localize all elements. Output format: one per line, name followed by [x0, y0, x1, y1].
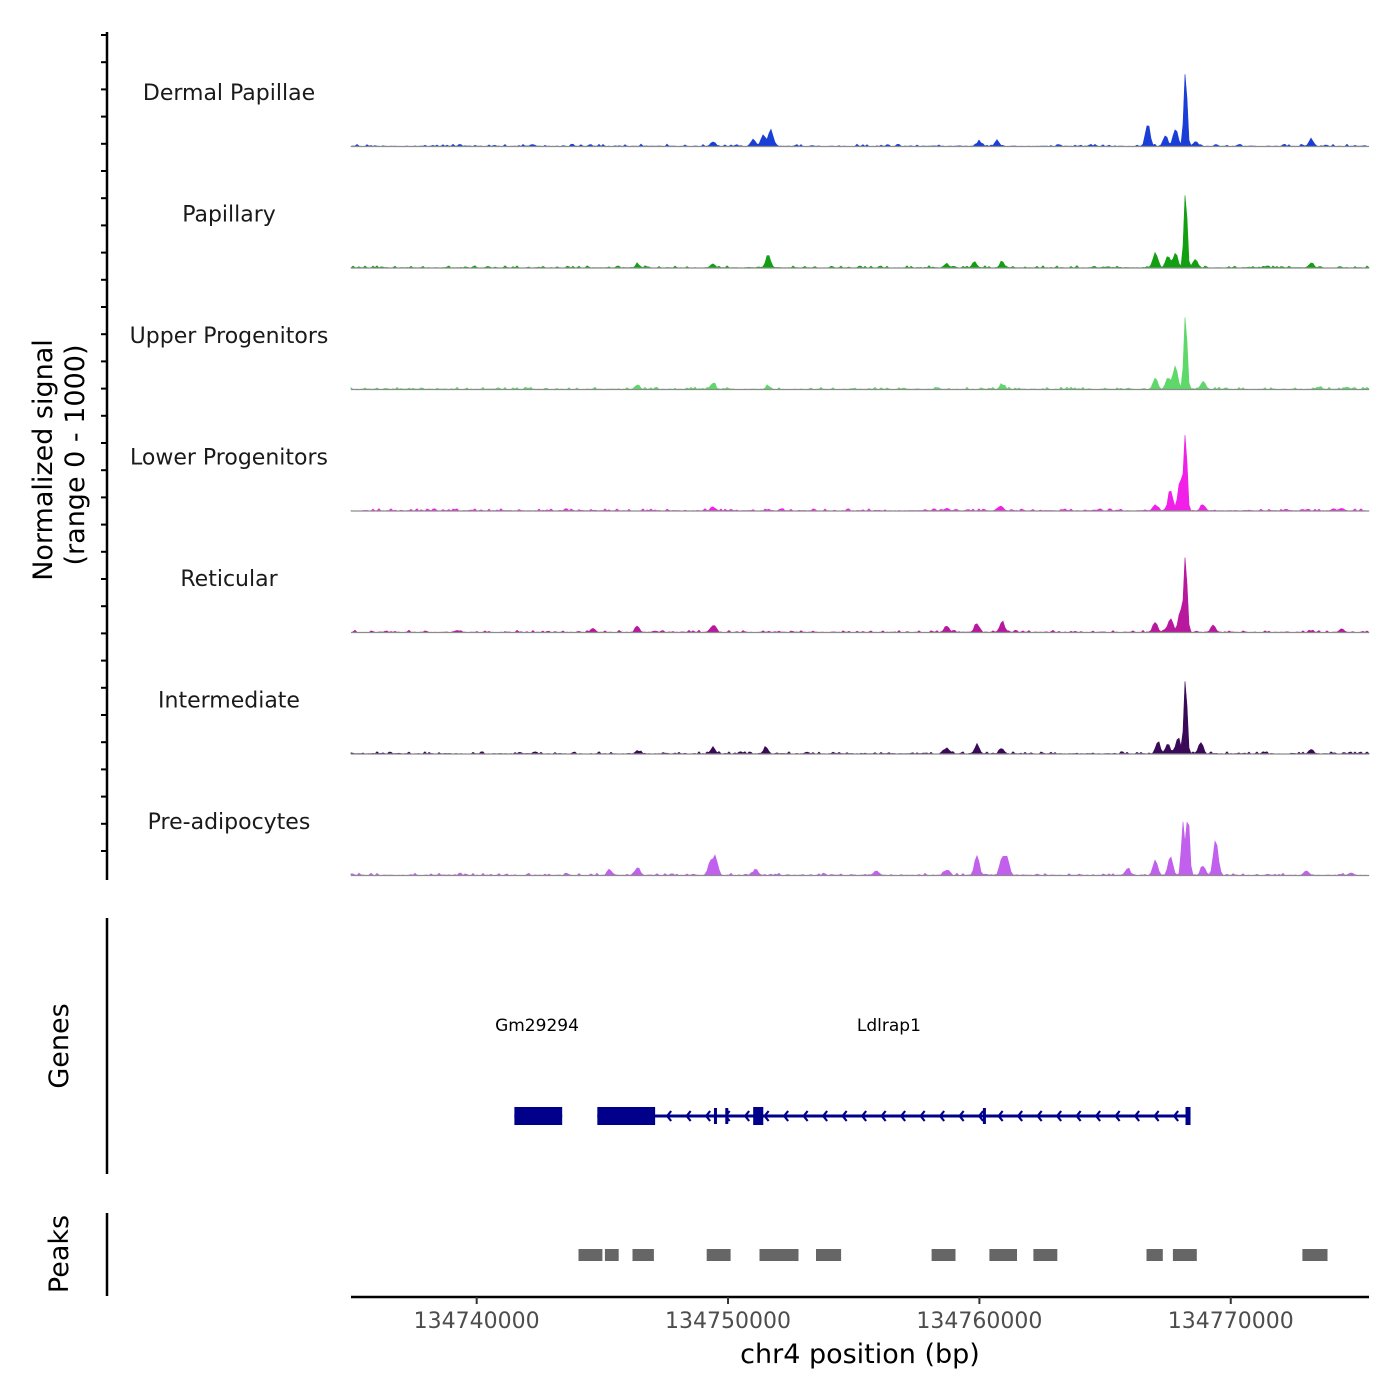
peak-region: [706, 1249, 731, 1261]
gene-exon: [753, 1107, 764, 1125]
strand-arrow: [1075, 1110, 1082, 1122]
x-ticks: 134740000 134750000 134760000 134770000: [414, 1297, 1294, 1334]
strand-arrow: [860, 1110, 868, 1122]
strand-arrow: [977, 1110, 985, 1122]
genes-axis-title: Genes: [44, 1003, 75, 1088]
strand-arrow: [763, 1110, 770, 1122]
strand-arrow: [1133, 1110, 1140, 1122]
strand-arrow: [938, 1110, 946, 1122]
strand-arrow: [665, 1110, 673, 1122]
peak-region: [578, 1249, 603, 1261]
peak-region: [604, 1249, 619, 1261]
gene-exon: [1185, 1107, 1191, 1125]
strand-arrow: [880, 1110, 887, 1122]
signal-area: [350, 681, 1370, 755]
y-axis-title-line1: Normalized signal: [28, 339, 59, 581]
left-axes: [101, 32, 109, 1296]
strand-arrow: [841, 1110, 848, 1122]
gene-gm29294: Gm29294: [495, 1016, 579, 1125]
strand-arrow: [997, 1110, 1004, 1122]
strand-arrow: [782, 1110, 790, 1122]
signal-area: [350, 821, 1370, 876]
gene-exon: [713, 1108, 717, 1124]
signal-y-ticks: [101, 34, 107, 852]
track-label: Reticular: [180, 567, 278, 592]
gene-label: Gm29294: [495, 1016, 579, 1036]
track-papillary: Papillary: [182, 195, 1370, 269]
strand-arrow: [958, 1110, 965, 1122]
x-axis: 134740000 134750000 134760000 134770000: [351, 1295, 1369, 1334]
peaks-track: [578, 1249, 1328, 1261]
signal-area: [350, 557, 1370, 633]
strand-arrow: [1114, 1110, 1121, 1122]
signal-area: [350, 74, 1370, 147]
peak-region: [1302, 1249, 1328, 1261]
track-pre-adipocytes: Pre-adipocytes: [148, 810, 1370, 877]
strand-arrow: [685, 1110, 692, 1122]
strand-arrow: [1016, 1110, 1023, 1122]
x-tick-label: 134750000: [665, 1309, 791, 1334]
track-label: Pre-adipocytes: [148, 810, 311, 835]
gene-exon: [514, 1107, 563, 1125]
track-label: Dermal Papillae: [143, 81, 315, 106]
signal-tracks: Dermal Papillae Papillary Upper Progenitor…: [130, 74, 1370, 877]
strand-arrow: [1094, 1110, 1101, 1122]
track-dermal-papillae: Dermal Papillae: [143, 74, 1370, 148]
x-axis-title: chr4 position (bp): [740, 1339, 980, 1370]
strand-arrow: [743, 1110, 751, 1122]
track-label: Intermediate: [158, 689, 300, 714]
x-tick-label: 134770000: [1168, 1309, 1294, 1334]
peak-region: [1172, 1249, 1197, 1261]
signal-area: [350, 195, 1370, 269]
peak-region: [1033, 1249, 1058, 1261]
peak-region: [632, 1249, 654, 1261]
strand-arrow: [1153, 1110, 1160, 1122]
peak-region: [931, 1249, 956, 1261]
signal-area: [350, 317, 1370, 390]
track-label: Lower Progenitors: [130, 446, 328, 471]
gene-label: Ldlrap1: [857, 1016, 921, 1036]
x-tick-label: 134760000: [916, 1309, 1042, 1334]
peak-region: [989, 1249, 1017, 1261]
gene-exon: [982, 1108, 986, 1124]
strand-arrow: [802, 1110, 809, 1122]
track-lower-progenitors: Lower Progenitors: [130, 434, 1370, 512]
strand-arrow: [704, 1110, 712, 1122]
peaks-axis-title: Peaks: [44, 1215, 75, 1293]
peak-region: [816, 1249, 842, 1261]
peak-region: [1146, 1249, 1163, 1261]
gene-exon: [725, 1108, 729, 1124]
strand-arrow: [919, 1110, 926, 1122]
track-intermediate: Intermediate: [158, 681, 1370, 755]
strand-arrow: [1172, 1110, 1179, 1122]
strand-arrow: [1036, 1110, 1043, 1122]
track-reticular: Reticular: [180, 557, 1370, 634]
strand-arrow: [1055, 1110, 1062, 1122]
track-upper-progenitors: Upper Progenitors: [130, 317, 1370, 391]
peak-region: [759, 1249, 799, 1261]
track-label: Upper Progenitors: [130, 324, 329, 349]
track-label: Papillary: [182, 203, 276, 228]
strand-arrow: [899, 1110, 907, 1122]
genes-track: Gm29294 Ldlrap1: [495, 1016, 1191, 1125]
strand-arrow: [821, 1110, 829, 1122]
gene-ldlrap1: Ldlrap1: [597, 1016, 1191, 1125]
gene-exon: [597, 1107, 656, 1125]
signal-area: [350, 434, 1370, 512]
x-tick-label: 134740000: [414, 1309, 540, 1334]
y-axis-title-line2: (range 0 - 1000): [60, 345, 91, 566]
